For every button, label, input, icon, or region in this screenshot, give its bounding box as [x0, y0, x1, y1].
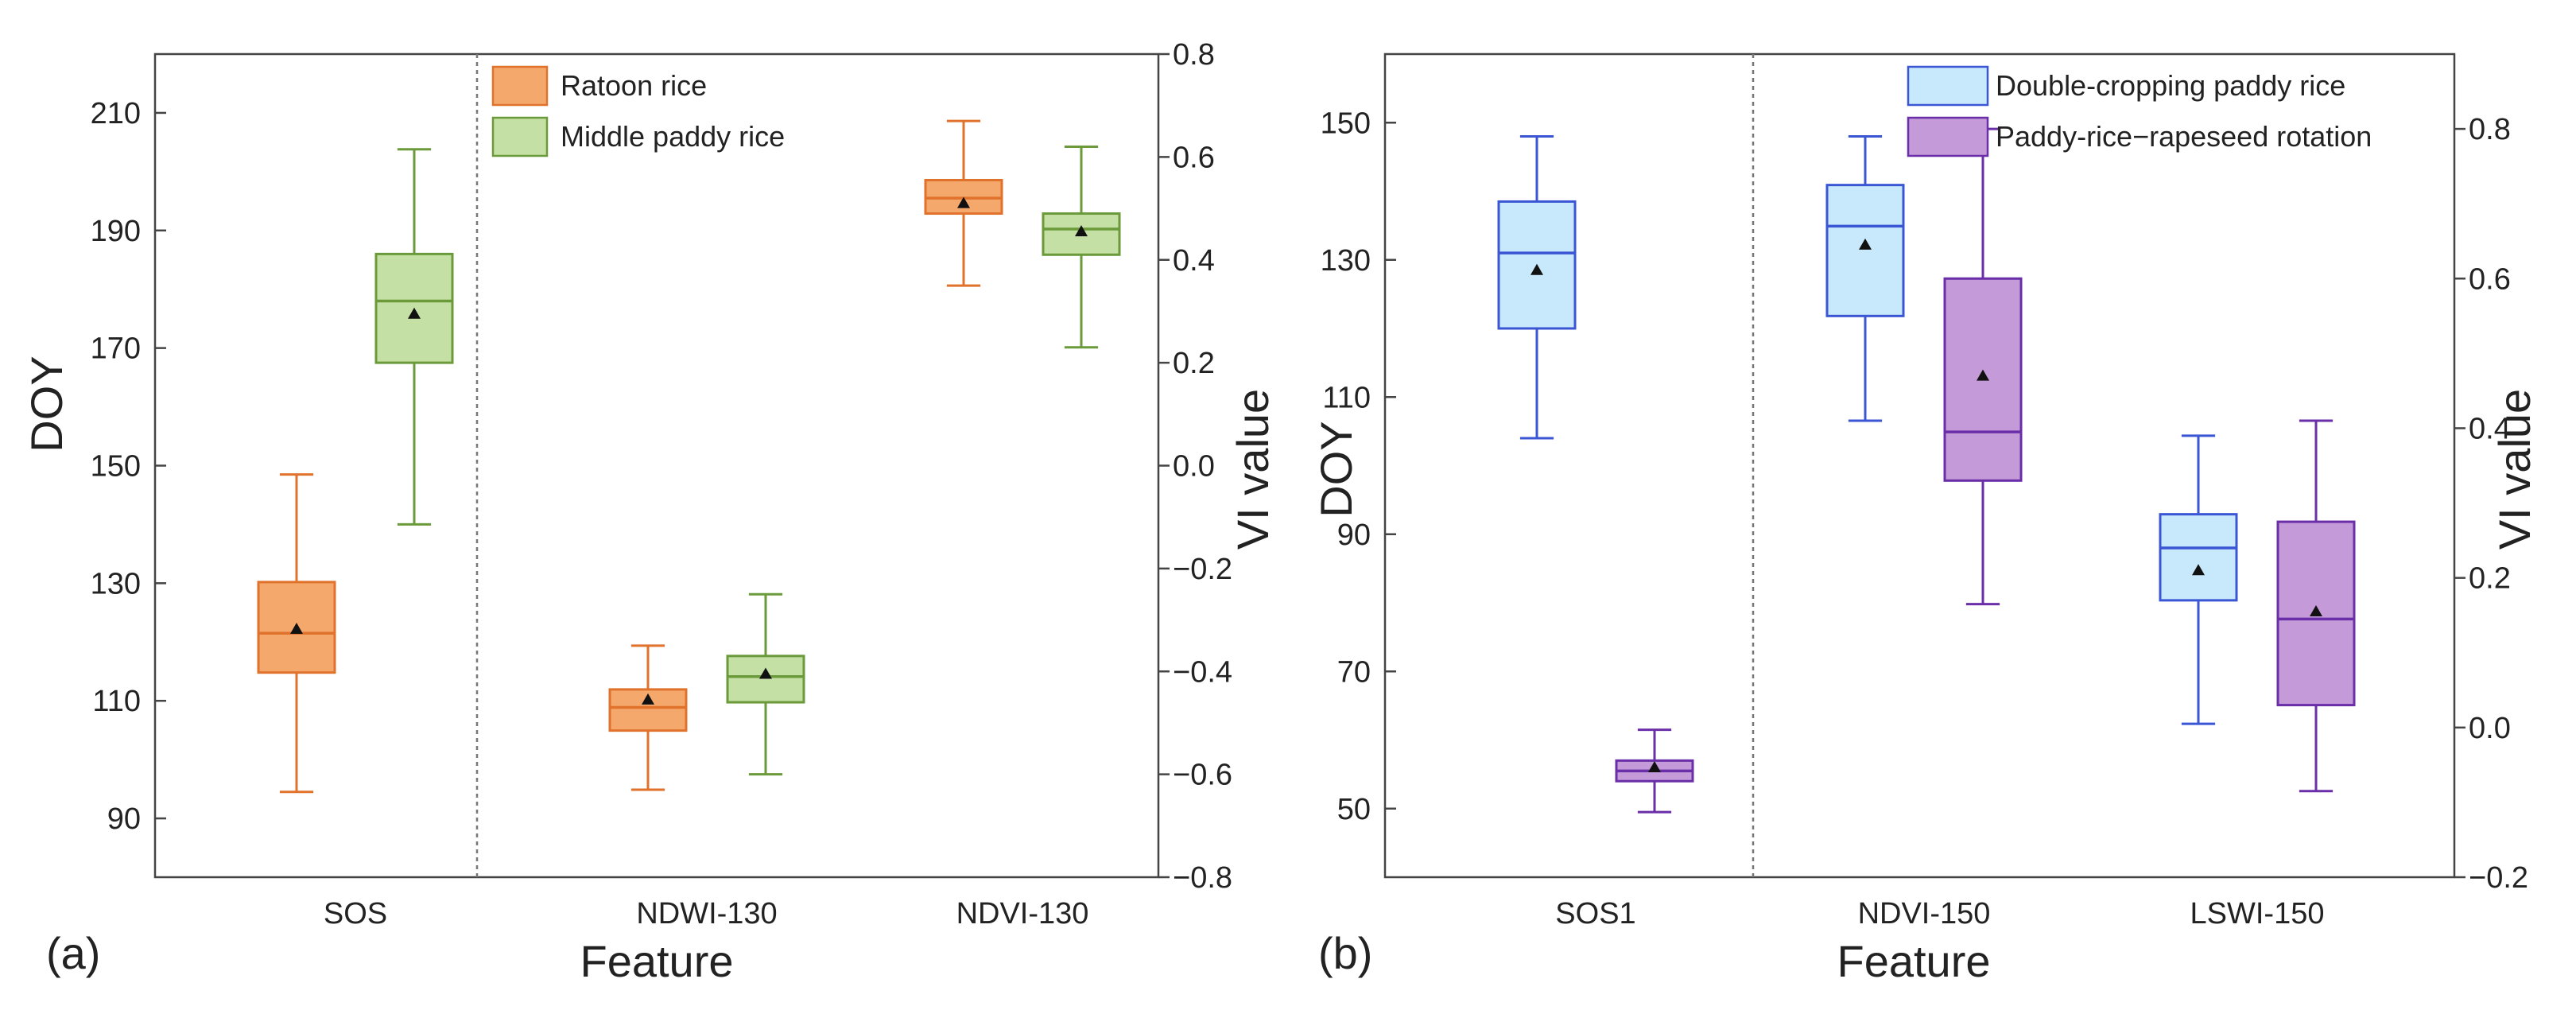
mean-marker: [290, 623, 303, 635]
x-tick-label: SOS1: [1555, 897, 1635, 930]
right-axis-ticks: −0.2 0.0 0.2 0.4 0.6 0.8: [2454, 113, 2528, 895]
iqr-box: [1825, 184, 1905, 317]
right-tick-label: 0.6: [1173, 141, 1215, 174]
x-tick-label: NDWI-130: [636, 897, 777, 930]
panel-label: (b): [1318, 928, 1372, 978]
left-tick-label: 190: [91, 215, 141, 248]
right-tick-label: −0.6: [1173, 759, 1232, 792]
left-tick-label: 50: [1337, 793, 1371, 826]
box-plot: [257, 473, 336, 794]
left-tick-label: 130: [1321, 244, 1371, 278]
legend-swatch: [491, 65, 549, 107]
right-tick-label: 0.2: [2469, 562, 2511, 596]
right-tick-label: −0.4: [1173, 655, 1232, 689]
iqr-box: [726, 655, 805, 704]
left-tick-label: 150: [91, 450, 141, 484]
panel-a: 90 110 130 150 170 190 210 −0.8 −0.6 −0.4 −0.2 0.0 0…: [21, 38, 1278, 986]
left-tick-label: 90: [1337, 519, 1371, 552]
panel-b: 50 70 90 110 130 150 −0.2 0.0 0.2 0.4 0.6 0.8 SOS1 ND…: [1311, 52, 2539, 986]
legend-swatch: [1907, 65, 1989, 107]
box-plot: [726, 592, 805, 776]
mean-marker: [1859, 238, 1872, 250]
x-tick-label: NDVI-150: [1858, 897, 1991, 930]
right-tick-label: 0.8: [1173, 38, 1215, 72]
plot-frame: [153, 52, 1160, 879]
mean-marker: [1977, 369, 1989, 381]
y2-axis-title: VI value: [2489, 389, 2539, 550]
mean-marker: [2310, 604, 2322, 616]
y-axis-title: DOY: [21, 355, 72, 452]
left-tick-label: 90: [107, 802, 141, 836]
box-plot: [1825, 135, 1905, 422]
left-tick-label: 170: [91, 332, 141, 366]
right-tick-label: 0.6: [2469, 262, 2511, 296]
left-axis-ticks: 90 110 130 150 170 190 210: [91, 97, 166, 836]
left-tick-label: 110: [92, 685, 141, 718]
right-tick-label: 0.4: [1173, 244, 1215, 278]
box-plot: [374, 148, 454, 526]
left-tick-label: 130: [91, 567, 141, 600]
legend-label: Paddy-rice−rapeseed rotation: [1996, 120, 2372, 153]
mean-marker: [1075, 225, 1088, 237]
iqr-box: [374, 252, 454, 364]
right-axis-ticks: −0.8 −0.6 −0.4 −0.2 0.0 0.2 0.4 0.6 0.8: [1158, 38, 1232, 895]
iqr-box: [608, 688, 688, 732]
y-axis-title: DOY: [1311, 421, 1361, 517]
legend-label: Ratoon rice: [561, 69, 707, 102]
legend-label: Double-cropping paddy rice: [1996, 69, 2345, 102]
series-1: [1497, 135, 2238, 725]
mean-marker: [642, 693, 654, 705]
left-tick-label: 110: [1322, 381, 1371, 414]
x-axis-ticks: SOS NDWI-130 NDVI-130: [324, 897, 1089, 930]
legend-swatch: [1907, 116, 1989, 157]
x-tick-label: LSWI-150: [2190, 897, 2325, 930]
y2-axis-title: VI value: [1228, 389, 1278, 550]
right-tick-label: −0.2: [1173, 553, 1232, 586]
right-tick-label: 0.0: [1173, 450, 1215, 484]
legend-swatch: [491, 116, 549, 157]
series-2: [374, 145, 1121, 776]
panel-label: (a): [46, 928, 100, 978]
mean-marker: [957, 196, 970, 208]
left-axis-ticks: 50 70 90 110 130 150: [1321, 107, 1396, 826]
legend-label: Middle paddy rice: [561, 120, 785, 153]
series-2: [1615, 127, 2356, 814]
box-plot: [2276, 419, 2356, 793]
mean-marker: [1530, 263, 1543, 275]
mean-marker: [408, 307, 421, 319]
right-tick-label: −0.8: [1173, 861, 1232, 895]
series-1: [257, 119, 1003, 794]
plot-frame: [1383, 52, 2456, 879]
box-plot: [924, 119, 1003, 287]
box-plot: [2159, 434, 2238, 725]
iqr-box: [2159, 513, 2238, 602]
x-tick-label: SOS: [324, 897, 387, 930]
left-tick-label: 70: [1337, 655, 1371, 689]
right-tick-label: 0.8: [2469, 113, 2511, 146]
right-tick-label: 0.2: [1173, 347, 1215, 380]
right-tick-label: 0.4: [2469, 412, 2511, 445]
mean-marker: [2192, 564, 2205, 576]
x-axis-title: Feature: [580, 936, 734, 986]
x-axis-title: Feature: [1837, 936, 1991, 986]
left-tick-label: 150: [1321, 107, 1371, 140]
box-plot: [1042, 145, 1121, 349]
box-plot: [1943, 127, 2023, 606]
box-plot: [1615, 728, 1694, 814]
right-tick-label: 0.0: [2469, 712, 2511, 745]
legend: Double-cropping paddy rice Paddy-rice−rap…: [1907, 65, 2372, 157]
mean-marker: [1648, 761, 1661, 772]
right-tick-label: −0.2: [2469, 861, 2528, 895]
box-plot: [608, 644, 688, 791]
x-tick-label: NDVI-130: [956, 897, 1089, 930]
box-plot: [1497, 135, 1577, 440]
legend: Ratoon rice Middle paddy rice: [491, 65, 785, 157]
mean-marker: [759, 667, 772, 679]
left-tick-label: 210: [91, 97, 141, 130]
x-axis-ticks: SOS1 NDVI-150 LSWI-150: [1555, 897, 2324, 930]
